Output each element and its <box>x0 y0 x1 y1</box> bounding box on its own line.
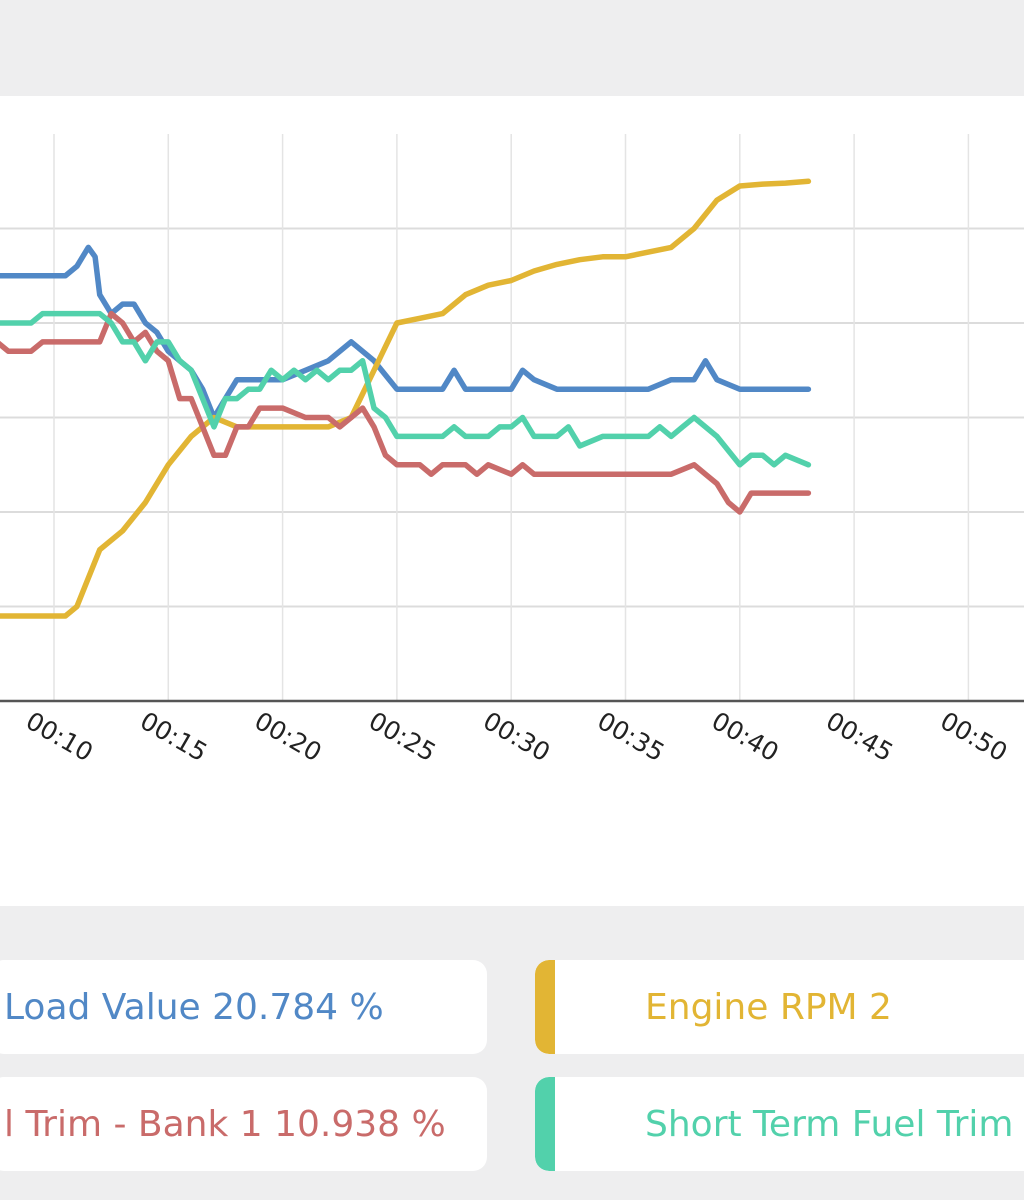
series-line-short-term-fuel-trim <box>0 310 812 468</box>
chart-card: 00:10 00:15 00:20 00:25 00:30 00:35 00:40 00:45… <box>0 96 1024 906</box>
line-chart: 00:10 00:15 00:20 00:25 00:30 00:35 00:40 00:45… <box>0 134 1024 767</box>
legend-label-fuel-trim-bank-1: l Trim - Bank 1 10.938 % <box>4 1103 446 1145</box>
legend-item-short-term-fuel-trim[interactable]: Short Term Fuel Trim - <box>535 1077 1024 1171</box>
legend-label-engine-rpm: Engine RPM 2 <box>645 986 892 1028</box>
x-tick-label: 00:35 <box>593 706 670 767</box>
x-tick-label: 00:30 <box>478 706 555 767</box>
legend-item-engine-rpm[interactable]: Engine RPM 2 <box>535 960 1024 1054</box>
legend-label-short-term-fuel-trim: Short Term Fuel Trim - <box>645 1103 1024 1145</box>
legend-label-load-value: Load Value 20.784 % <box>4 986 384 1028</box>
x-tick-label: 00:15 <box>135 706 212 767</box>
x-tick-label: 00:40 <box>707 706 784 767</box>
x-tick-label: 00:25 <box>364 706 441 767</box>
series-line-engine-rpm <box>0 178 812 619</box>
x-tick-label: 00:10 <box>21 706 98 767</box>
legend-color-stripe <box>535 960 555 1054</box>
legend-item-load-value[interactable]: Load Value 20.784 % <box>0 960 487 1054</box>
x-tick-label: 00:50 <box>935 706 1012 767</box>
x-tick-label: 00:45 <box>821 706 898 767</box>
x-tick-label: 00:20 <box>250 706 327 767</box>
series-line-load-value <box>0 244 812 421</box>
legend-item-fuel-trim-bank-1[interactable]: l Trim - Bank 1 10.938 % <box>0 1077 487 1171</box>
legend-color-stripe <box>535 1077 555 1171</box>
